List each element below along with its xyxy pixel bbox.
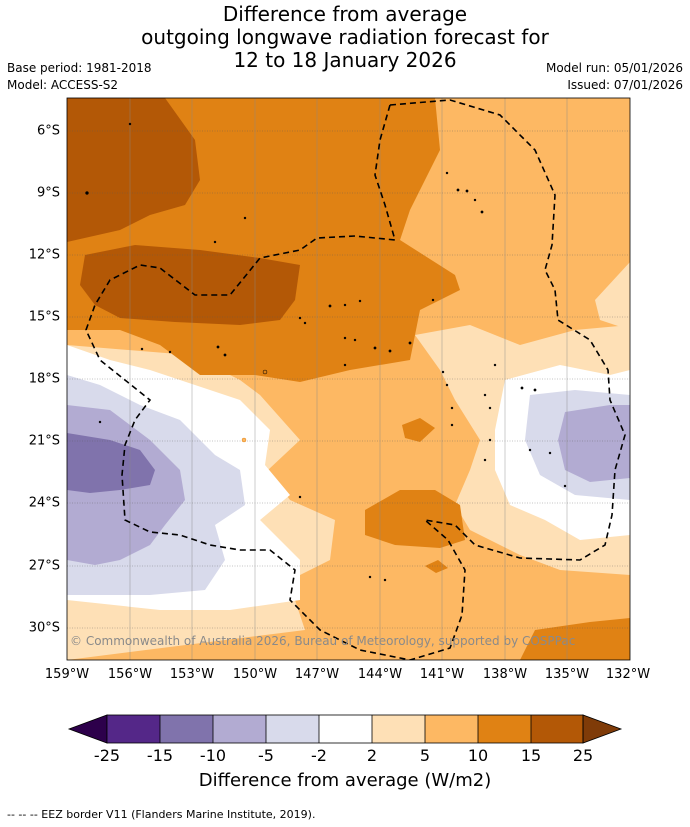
eez-footnote: -- -- -- EEZ border V11 (Flanders Marine… xyxy=(7,808,316,821)
colorbar-tick: -5 xyxy=(258,746,274,765)
issued-date: Issued: 07/01/2026 xyxy=(567,78,683,92)
colorbar-bin-7 xyxy=(425,715,478,743)
x-tick-141w: 141°W xyxy=(419,667,465,682)
x-tick-156w: 156°W xyxy=(107,667,153,682)
band-minus10-minus5-east xyxy=(558,405,630,482)
colorbar-tick: -10 xyxy=(199,746,227,765)
colorbar-tick: 10 xyxy=(467,746,489,765)
band-10-15-south xyxy=(520,618,630,660)
colorbar-extend-high xyxy=(582,714,623,744)
x-tick-135w: 135°W xyxy=(544,667,590,682)
band-10-15-small xyxy=(402,418,435,442)
y-tick-30s: 30°S xyxy=(28,620,60,636)
colorbar-bin-8 xyxy=(478,715,531,743)
colorbar xyxy=(67,714,623,744)
band-minus15-minus10 xyxy=(67,433,155,493)
colorbar-tick: -2 xyxy=(311,746,327,765)
meridians xyxy=(129,98,568,660)
colorbar-tick: 5 xyxy=(419,746,431,765)
eez-border xyxy=(85,99,626,660)
x-tick-138w: 138°W xyxy=(482,667,528,682)
colorbar-label: Difference from average (W/m2) xyxy=(198,770,492,791)
colorbar-bin-1 xyxy=(107,715,160,743)
y-tick-24s: 24°S xyxy=(28,495,60,511)
band-2-5-north-east xyxy=(595,262,630,330)
title-line-3: 12 to 18 January 2026 xyxy=(233,48,457,72)
model-run: Model run: 05/01/2026 xyxy=(545,61,683,75)
band-10-15-patch xyxy=(365,490,465,548)
colorbar-tick: 2 xyxy=(366,746,378,765)
colorbar-bin-3 xyxy=(213,715,266,743)
colorbar-bin-4 xyxy=(266,715,319,743)
y-tick-6s: 6°S xyxy=(36,123,60,139)
colorbar-extend-low xyxy=(67,714,108,744)
colorbar-tick: -25 xyxy=(93,746,121,765)
title-line-2: outgoing longwave radiation forecast for xyxy=(141,25,549,49)
copyright-notice: © Commonwealth of Australia 2026, Bureau… xyxy=(70,634,576,648)
colorbar-bin-9 xyxy=(531,715,583,743)
x-tick-153w: 153°W xyxy=(169,667,215,682)
x-tick-159w: 159°W xyxy=(44,667,90,682)
y-tick-15s: 15°S xyxy=(28,309,60,325)
colorbar-bin-5 xyxy=(319,715,372,743)
y-tick-21s: 21°S xyxy=(28,433,60,449)
colorbar-tick: -15 xyxy=(146,746,174,765)
band-15-25-middle xyxy=(80,245,300,325)
islands xyxy=(85,122,567,582)
map-frame xyxy=(66,97,631,661)
band-15-25-north-west xyxy=(67,98,200,242)
colorbar-tick: 15 xyxy=(520,746,542,765)
x-tick-132w: 132°W xyxy=(605,667,651,682)
y-tick-18s: 18°S xyxy=(28,371,60,387)
x-tick-150w: 150°W xyxy=(232,667,278,682)
x-tick-144w: 144°W xyxy=(357,667,403,682)
x-tick-147w: 147°W xyxy=(294,667,340,682)
colorbar-bin-2 xyxy=(160,715,213,743)
base-period: Base period: 1981-2018 xyxy=(7,61,152,75)
y-tick-27s: 27°S xyxy=(28,558,60,574)
model-name: Model: ACCESS-S2 xyxy=(7,78,119,92)
colorbar-tick: 25 xyxy=(572,746,594,765)
y-tick-12s: 12°S xyxy=(28,247,60,263)
y-tick-9s: 9°S xyxy=(36,185,60,201)
colorbar-bin-6 xyxy=(372,715,425,743)
title-line-1: Difference from average xyxy=(222,2,468,26)
